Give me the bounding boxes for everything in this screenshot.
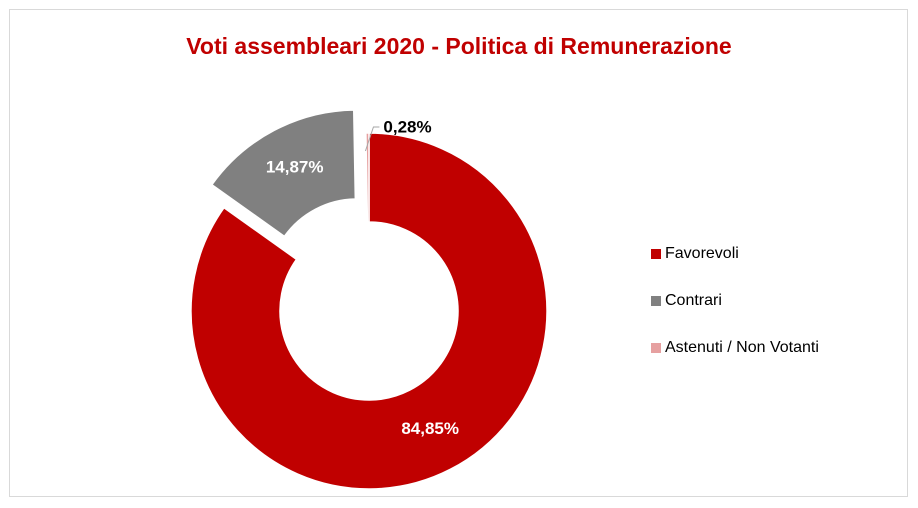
legend-swatch [651, 343, 661, 353]
legend-label: Astenuti / Non Votanti [665, 339, 819, 357]
chart-legend: Favorevoli Contrari Astenuti / Non Votanti [651, 230, 819, 371]
legend-swatch [651, 249, 661, 259]
legend-item: Astenuti / Non Votanti [651, 324, 819, 371]
legend-label: Favorevoli [665, 245, 739, 263]
data-label-1: 84,85% [401, 419, 459, 438]
data-label-3: 0,28% [383, 117, 431, 136]
legend-swatch [651, 296, 661, 306]
legend-item: Contrari [651, 277, 819, 324]
legend-item: Favorevoli [651, 230, 819, 277]
data-label-2: 14,87% [266, 157, 324, 176]
legend-label: Contrari [665, 292, 722, 310]
